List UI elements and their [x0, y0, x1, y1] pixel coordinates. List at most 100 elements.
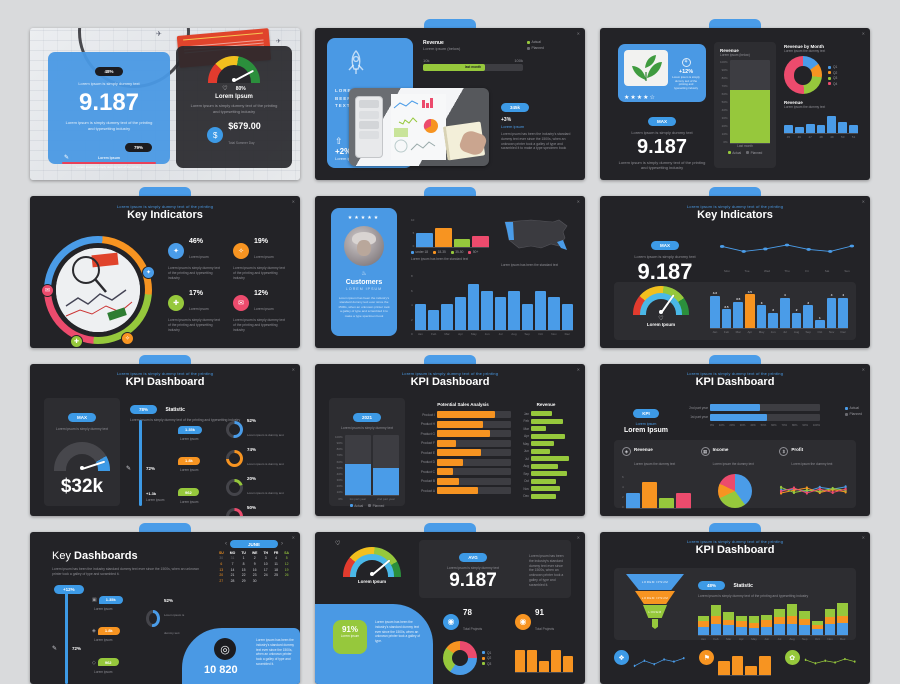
calendar-day[interactable]: 2	[253, 556, 256, 561]
calendar-day[interactable]: 22	[241, 573, 246, 578]
close-icon[interactable]: ✕	[576, 199, 580, 204]
gauge-block: ♡ Lorem Ipsum	[333, 540, 411, 584]
calendar-day[interactable]: 21	[230, 573, 235, 578]
calendar-day[interactable]: 4	[275, 556, 278, 561]
calendar-day[interactable]: 13	[219, 567, 224, 572]
calendar-day[interactable]: 26	[284, 573, 289, 578]
calendar-day[interactable]: 25	[274, 573, 278, 578]
calendar-day[interactable]: 3	[264, 556, 267, 561]
calendar-day[interactable]: 6	[220, 561, 223, 566]
close-icon[interactable]: ✕	[861, 367, 865, 372]
calendar-day[interactable]: 28	[230, 578, 235, 583]
sales-block: Potential Sales Analysis Product I Produc…	[415, 402, 511, 497]
summary-link[interactable]: Lorem ipsum	[501, 124, 525, 129]
calendar-day[interactable]: 24	[263, 573, 268, 578]
calendar-day[interactable]: 5	[285, 556, 288, 561]
calendar-day[interactable]: 29	[241, 578, 246, 583]
close-icon[interactable]: ✕	[576, 535, 580, 540]
calendar-day[interactable]: 10	[263, 561, 268, 566]
calendar-day[interactable]: 7	[231, 561, 234, 566]
bottom-panel: ♡ Lorem Ipsum 4.3 2.5 3.5 4.5 3 2 4 2 3 1 4 4 Jan Feb…	[614, 282, 856, 340]
close-icon[interactable]: ✕	[861, 199, 865, 204]
calendar-day[interactable]: 14	[230, 567, 235, 572]
calendar-day[interactable]: 8	[242, 561, 245, 566]
close-icon[interactable]: ✕	[861, 535, 865, 540]
bar	[441, 274, 453, 330]
legend-actual: Actual	[531, 40, 541, 44]
calendar-month[interactable]: JUNE	[229, 540, 278, 548]
caption: Lorem ipsum the dummy text	[784, 49, 826, 53]
slide-1[interactable]: ✈ ✈ 48% Lorem ipsum is simply dummy text…	[30, 28, 300, 180]
vertical-slider[interactable]	[65, 592, 68, 684]
close-icon[interactable]: ✕	[291, 535, 295, 540]
slide-11[interactable]: ✕ ♡ Lorem Ipsum AVG Lorem ipsum is simpl…	[315, 523, 585, 684]
bar-segment	[710, 616, 722, 625]
stat-label: Lorem ipsum	[189, 307, 209, 312]
avg-pill: AVG	[459, 553, 487, 562]
calendar-day[interactable]	[261, 578, 271, 584]
bubble-list: 1.35k Lorem ipsum 1.8k Lorem ipsum 962 Lor…	[178, 418, 224, 516]
slider-block: ✎ 72%	[52, 592, 81, 684]
calendar-next[interactable]: ›	[281, 541, 283, 547]
slide-12[interactable]: ✕ Lorem ipsum is simply dummy text of th…	[600, 523, 870, 684]
sales-hbar-chart: Product I Product H Product G Product F Prod…	[415, 411, 511, 494]
photo-devices	[349, 88, 489, 166]
slide-7[interactable]: ✕ Lorem ipsum is simply dummy text of th…	[30, 355, 300, 516]
calendar-day[interactable]: 16	[252, 567, 257, 572]
slide-2[interactable]: ✕ LOREM IPSUM HAS BEEN THE DUMMY TEXT ⇧ …	[315, 19, 585, 180]
bubble-item: ◈ 1.8k Lorem ipsum	[92, 619, 144, 642]
caption: Lorem ipsum has been the standard text	[411, 257, 469, 261]
slide-tab	[424, 523, 476, 534]
legend-item: Q3	[828, 76, 837, 80]
calendar-day[interactable]: 31	[230, 556, 235, 561]
slide-5[interactable]: ✕ ★★★★★ ♨ Customers LOREM IPSUM Lorem ip…	[315, 187, 585, 348]
close-icon[interactable]: ✕	[861, 31, 865, 36]
legend-item: 35-50	[450, 250, 463, 254]
bubble-caption: Lorem ipsum	[180, 437, 199, 441]
calendar-day[interactable]: 9	[253, 561, 256, 566]
calendar-day[interactable]	[271, 578, 281, 584]
calendar-day[interactable]: 17	[263, 567, 268, 572]
title-bold: Dashboards	[74, 550, 138, 562]
heart-icon: ♡	[222, 86, 228, 92]
star-rating[interactable]: ★★★★★	[347, 215, 381, 221]
close-icon[interactable]: ✕	[576, 31, 580, 36]
calendar-day[interactable]: 1	[242, 556, 245, 561]
slide-4[interactable]: ✕ Lorem ipsum is simply dummy text of th…	[30, 187, 300, 348]
close-icon[interactable]: ✕	[291, 367, 295, 372]
bar	[799, 603, 811, 635]
vertical-slider[interactable]	[139, 420, 142, 506]
slide-10[interactable]: ✕ Key Dashboards Lorem ipsum has been th…	[30, 523, 300, 684]
big-value: 9.187	[636, 135, 688, 158]
calendar-day[interactable]: 11	[274, 561, 278, 566]
page-title: Key Indicators	[127, 209, 203, 221]
calendar-day[interactable]: 15	[241, 567, 246, 572]
kpi-label: Lorem Ipsum	[624, 427, 668, 434]
slide-9[interactable]: ✕ Lorem ipsum is simply dummy text of th…	[600, 355, 870, 516]
bubble-item: 1.8k Lorem ipsum	[178, 449, 224, 472]
close-icon[interactable]: ✕	[576, 367, 580, 372]
calendar-day[interactable]: 30	[252, 578, 257, 583]
hbar-row: 2nd part year	[684, 404, 820, 411]
calendar-day[interactable]: 12	[284, 561, 289, 566]
calendar-day[interactable]: 27	[219, 578, 224, 583]
slide-8[interactable]: ✕ Lorem ipsum is simply dummy text of th…	[315, 355, 585, 516]
bar-segment	[812, 625, 823, 630]
calendar-day[interactable]: 19	[284, 567, 289, 572]
calendar-day[interactable]: 23	[252, 573, 257, 578]
slide-3[interactable]: ✕ ⚘ +12% Lorem ipsum is simply dummy tex…	[600, 19, 870, 180]
caption2: Lorem ipsum the dummy text	[784, 105, 826, 110]
slide-6[interactable]: ✕ Lorem ipsum is simply dummy text of th…	[600, 187, 870, 348]
slide-tab	[709, 19, 761, 30]
bar-segment	[710, 624, 722, 635]
calendar-day-header: WE	[251, 550, 258, 555]
calendar-day[interactable]: 20	[219, 573, 224, 578]
hbar-fill	[531, 471, 567, 476]
calendar-day[interactable]	[281, 578, 292, 584]
calendar-day[interactable]: 30	[219, 556, 224, 561]
bubble-caption: Lorem ipsum	[94, 669, 113, 674]
close-icon[interactable]: ✕	[291, 199, 295, 204]
star-rating[interactable]: ★★★★☆	[624, 94, 656, 101]
calendar-prev[interactable]: ‹	[224, 541, 227, 547]
calendar-day[interactable]: 18	[274, 567, 278, 572]
